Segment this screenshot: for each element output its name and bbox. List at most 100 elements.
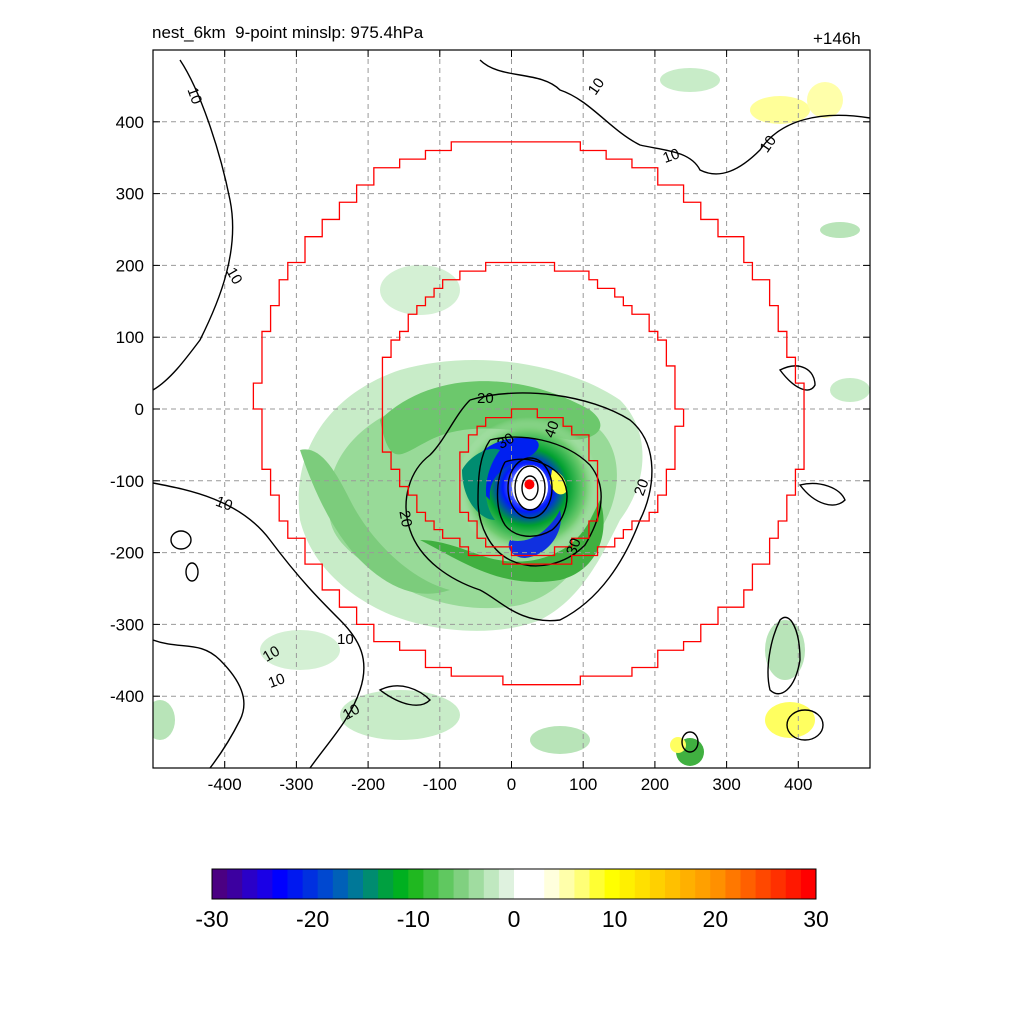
x-tick-label: -400: [208, 775, 242, 794]
contour-island-west-2: [185, 562, 199, 582]
colorbar-swatch: [574, 869, 590, 899]
colorbar-swatch: [378, 869, 394, 899]
colorbar-swatch: [665, 869, 681, 899]
contour-20: [405, 392, 653, 622]
y-tick-label: 0: [135, 400, 144, 419]
colorbar-tick-label: 30: [803, 906, 829, 932]
colorbar-tick-label: 0: [508, 906, 521, 932]
patch-north-green: [660, 68, 720, 92]
contour-label-20: 20: [477, 390, 494, 407]
colorbar-swatch: [227, 869, 243, 899]
colorbar-swatch: [317, 869, 334, 899]
contour-label-10: 10: [223, 265, 246, 288]
y-tick-label: -300: [110, 615, 144, 634]
red-ring: [381, 261, 685, 565]
y-tick-label: -100: [110, 472, 144, 491]
chart-title: nest_6km 9-point minslp: 975.4hPa: [152, 23, 424, 42]
contour-southeast-1: [767, 616, 801, 695]
colorbar-swatch: [438, 869, 455, 899]
storm-center-marker: [524, 479, 535, 490]
contour-10-west: [153, 482, 365, 768]
patch-northwest-green: [380, 265, 460, 315]
contour-label-10: 10: [661, 145, 682, 167]
contour-east-1: [778, 365, 816, 391]
x-tick-label: -200: [351, 775, 385, 794]
contour-label-10: 10: [757, 133, 780, 156]
colorbar-swatch: [212, 869, 228, 899]
colorbar-swatch: [680, 869, 696, 899]
y-axis: 400 300 200 100 0 -100 -200 -300 -400: [110, 113, 870, 706]
contour-label-10: 10: [260, 643, 283, 666]
patch-northeast-yellow: [750, 96, 810, 124]
patch-south-green-2: [530, 726, 590, 754]
colorbar-swatch: [302, 869, 319, 899]
colorbar-swatch: [529, 869, 545, 899]
contour-10-north: [479, 59, 870, 175]
eyewall-teal-west: [462, 448, 500, 520]
y-tick-label: -200: [110, 544, 144, 563]
x-axis: -400 -300 -200 -100 0 100 200 300 400: [208, 50, 812, 794]
colorbar-swatch: [287, 869, 304, 899]
red-ring-boundaries: [252, 141, 805, 686]
colorbar-tick-label: 10: [602, 906, 628, 932]
colorbar: -30 -20 -10 0 10 20 30: [195, 868, 829, 932]
contour-southeast-2: [786, 709, 824, 741]
colorbar-tick-label: -10: [397, 906, 430, 932]
y-tick-label: 200: [116, 256, 144, 275]
colorbar-swatch: [785, 869, 802, 899]
colorbar-swatch: [257, 869, 273, 899]
colorbar-swatch: [649, 869, 666, 899]
y-tick-label: -400: [110, 687, 144, 706]
colorbar-tick-label: -30: [195, 906, 228, 932]
colorbar-swatch: [498, 869, 515, 899]
colorbar-swatch: [423, 869, 439, 899]
contour-lines: [153, 59, 870, 768]
contour-island-west: [170, 530, 192, 550]
patch-northeast-yellow-2: [807, 82, 843, 118]
colorbar-swatch: [514, 869, 530, 899]
contour-label-10: 10: [213, 493, 234, 515]
contour-label-group: 10 10 10 10 10 10 10 10 10 10 20 20 20 3…: [184, 75, 781, 724]
contour-inner-3: [521, 475, 539, 501]
forecast-hour-label: +146h: [813, 29, 861, 48]
colorbar-swatch: [740, 869, 757, 899]
eye-yellow-patch: [550, 470, 567, 495]
contour-40: [496, 458, 568, 537]
grid-lines: [153, 50, 870, 768]
x-tick-label: 200: [641, 775, 669, 794]
contour-label-10: 10: [184, 85, 206, 106]
x-tick-label: 0: [507, 775, 516, 794]
contour-label-20: 20: [395, 509, 415, 528]
y-tick-label: 100: [116, 328, 144, 347]
patch-southeast-green: [765, 620, 805, 680]
colorbar-swatch: [604, 869, 621, 899]
colorbar-swatch: [695, 869, 711, 899]
colorbar-tick-label: 20: [703, 906, 729, 932]
red-ring: [252, 141, 805, 686]
colorbar-swatch: [453, 869, 470, 899]
contour-30: [477, 436, 602, 567]
contour-label-20: 20: [631, 477, 653, 498]
x-tick-label: 400: [784, 775, 812, 794]
colorbar-swatch: [589, 869, 606, 899]
contour-label-30: 30: [563, 536, 585, 557]
colorbar-swatch: [468, 869, 485, 899]
contour-east-2: [798, 482, 846, 506]
contour-inner-1: [507, 457, 553, 519]
colorbar-swatch: [242, 869, 258, 899]
contour-southwest-1: [378, 685, 431, 706]
eyewall-blue-south: [508, 510, 561, 558]
x-tick-label: 300: [712, 775, 740, 794]
colorbar-swatch: [725, 869, 741, 899]
colorbar-swatch: [770, 869, 787, 899]
colorbar-tick-label: -20: [296, 906, 329, 932]
colorbar-swatch: [272, 869, 288, 899]
patch-west-green: [260, 630, 340, 670]
colorbar-swatch: [332, 869, 349, 899]
colorbar-swatch: [408, 869, 424, 899]
contour-label-10: 10: [337, 631, 354, 648]
colorbar-swatch: [559, 869, 575, 899]
colorbar-swatch: [393, 869, 409, 899]
colorbar-swatch: [483, 869, 500, 899]
colorbar-swatch: [800, 869, 817, 899]
